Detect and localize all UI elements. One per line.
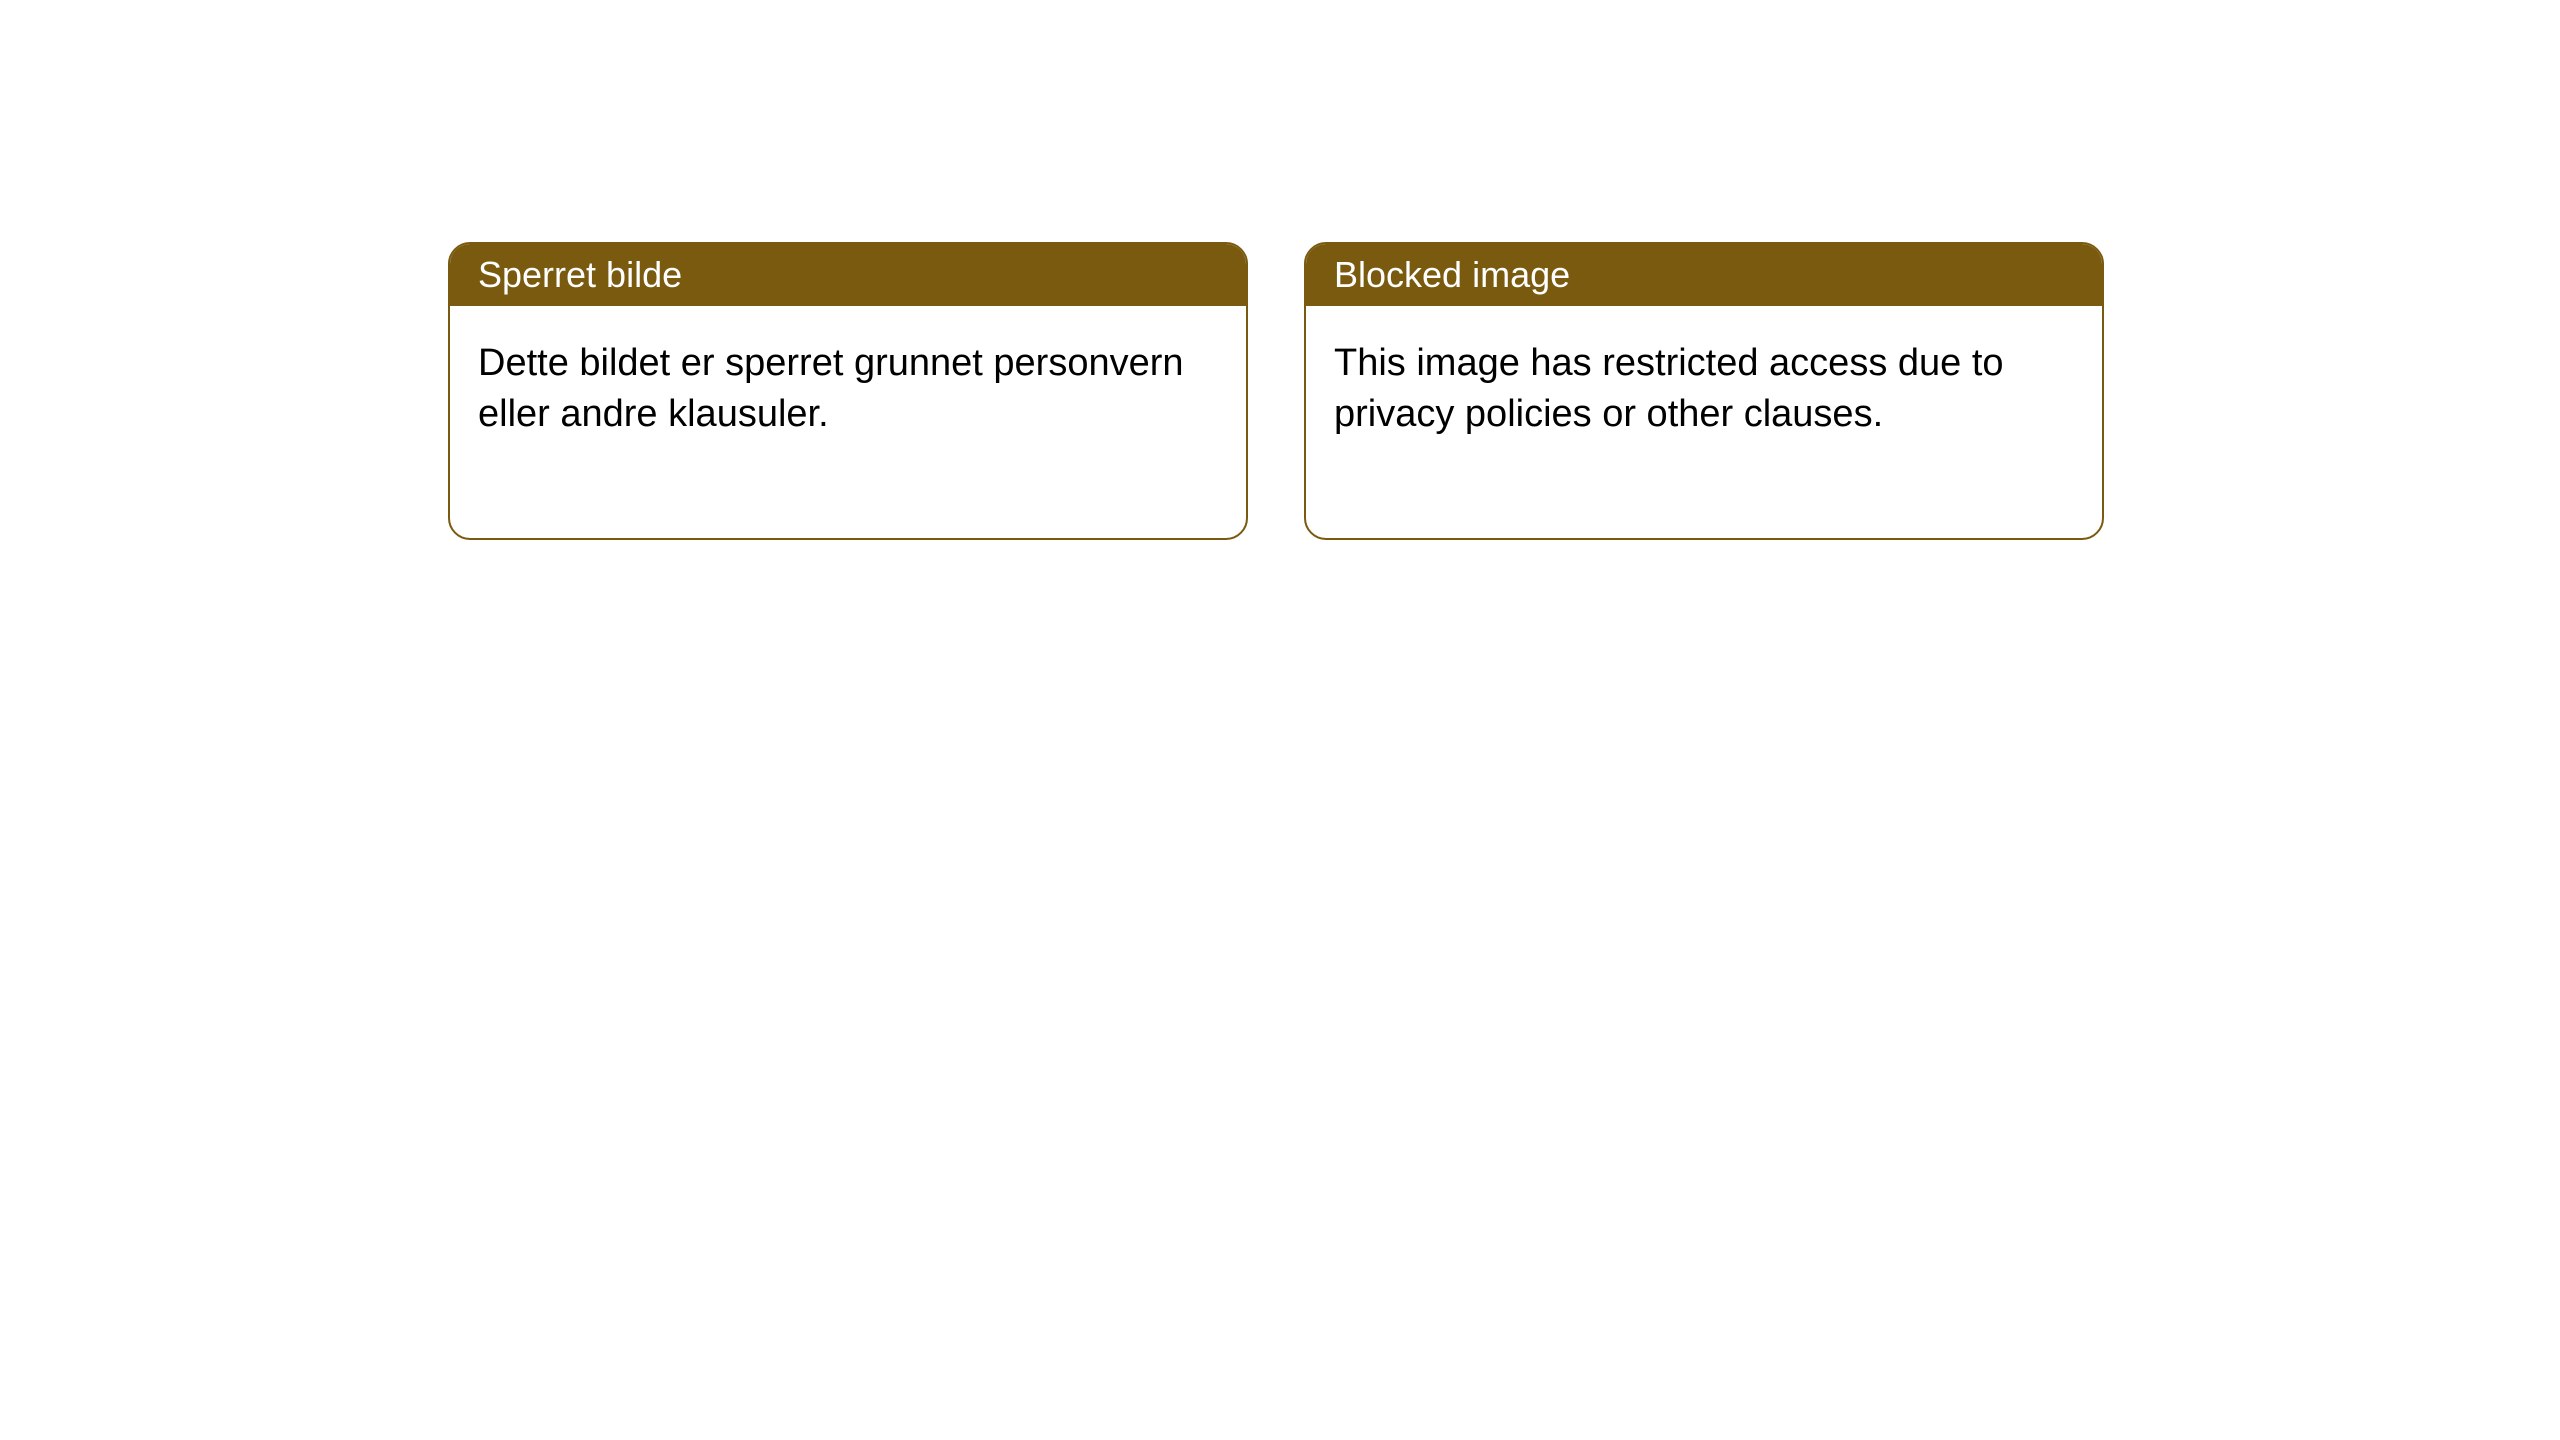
notice-body: This image has restricted access due to … [1306, 306, 2102, 538]
notice-text: Dette bildet er sperret grunnet personve… [478, 342, 1184, 435]
notice-text: This image has restricted access due to … [1334, 342, 2004, 435]
notice-header: Sperret bilde [450, 244, 1246, 306]
notice-card-english: Blocked image This image has restricted … [1304, 242, 2104, 540]
notice-title: Sperret bilde [478, 254, 682, 295]
notice-container: Sperret bilde Dette bildet er sperret gr… [448, 242, 2104, 540]
notice-body: Dette bildet er sperret grunnet personve… [450, 306, 1246, 538]
notice-title: Blocked image [1334, 254, 1570, 295]
notice-header: Blocked image [1306, 244, 2102, 306]
notice-card-norwegian: Sperret bilde Dette bildet er sperret gr… [448, 242, 1248, 540]
